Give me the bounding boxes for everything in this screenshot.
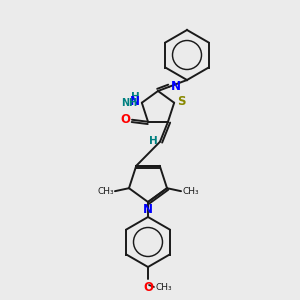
Text: O: O xyxy=(143,281,153,294)
Text: CH₃: CH₃ xyxy=(182,187,199,196)
Text: CH₃: CH₃ xyxy=(155,283,172,292)
Text: NH: NH xyxy=(122,98,138,108)
Text: N: N xyxy=(130,95,140,108)
Text: O: O xyxy=(120,113,130,126)
Text: N: N xyxy=(143,203,153,216)
Text: CH₃: CH₃ xyxy=(98,187,114,196)
Text: S: S xyxy=(177,95,186,108)
Text: H: H xyxy=(149,136,158,146)
Text: H: H xyxy=(131,92,140,102)
Text: N: N xyxy=(171,80,181,93)
